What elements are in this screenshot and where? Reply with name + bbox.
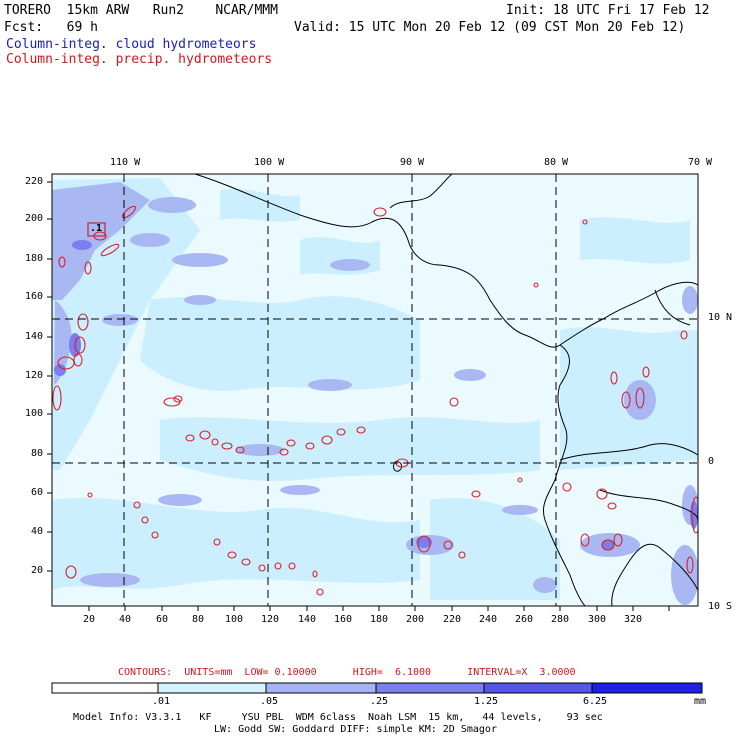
lat-label-0: 0 [708,456,715,467]
y-tick-label: 160 [25,291,44,302]
y-ticks [47,181,52,572]
lat-label-10s: 10 S [708,601,733,612]
model-info: Model Info: V3.3.1 KF YSU PBL WDM 6class… [73,712,603,723]
x-tick-label: 80 [192,614,205,625]
colorbar-unit: mm [694,696,707,707]
physics-info: LW: Godd SW: Goddard DIFF: simple KM: 2D… [214,724,497,735]
box-label: .1 [90,223,103,234]
y-tick-label: 20 [31,565,44,576]
y-tick-label: 80 [31,448,44,459]
x-tick-label: 320 [624,614,643,625]
colorbar-tick: 6.25 [583,696,608,707]
x-tick-label: 180 [370,614,389,625]
colorbar-tick: .05 [260,696,279,707]
x-tick-label: 200 [406,614,425,625]
y-tick-label: 100 [25,408,44,419]
x-tick-label: 260 [515,614,534,625]
y-tick-label: 140 [25,331,44,342]
lon-label-110w: 110 W [110,157,141,168]
colorbar-tick: .01 [152,696,171,707]
y-tick-label: 120 [25,370,44,381]
y-tick-label: 60 [31,487,44,498]
x-tick-label: 300 [588,614,607,625]
lat-label-10n: 10 N [708,312,733,323]
x-tick-label: 240 [479,614,498,625]
x-tick-label: 40 [119,614,132,625]
contour-info: CONTOURS: UNITS=mm LOW= 0.10000 HIGH= 6.… [118,667,576,678]
init-time: Init: 18 UTC Fri 17 Feb 12 [506,3,710,18]
legend-cloud: Column-integ. cloud hydrometeors [6,37,257,52]
colorbar-tick: 1.25 [474,696,499,707]
cloud-field [52,174,698,606]
model-title: TORERO 15km ARW Run2 NCAR/MMM [4,3,278,18]
x-tick-label: 220 [443,614,462,625]
y-tick-label: 200 [25,213,44,224]
lon-label-90w: 90 W [400,157,425,168]
colorbar-tick: .25 [370,696,389,707]
x-tick-label: 20 [83,614,96,625]
lon-label-80w: 80 W [544,157,569,168]
lon-label-100w: 100 W [254,157,285,168]
legend-precip: Column-integ. precip. hydrometeors [6,52,273,67]
x-ticks [88,606,670,611]
x-tick-label: 100 [225,614,244,625]
y-tick-label: 40 [31,526,44,537]
x-tick-label: 140 [298,614,317,625]
colorbar [51,682,703,694]
x-tick-label: 280 [551,614,570,625]
forecast-hour: Fcst: 69 h [4,20,98,35]
x-tick-label: 160 [334,614,353,625]
x-tick-label: 120 [261,614,280,625]
valid-time: Valid: 15 UTC Mon 20 Feb 12 (09 CST Mon … [294,20,686,35]
y-tick-label: 220 [25,176,44,187]
lon-label-70w: 70 W [688,157,713,168]
x-tick-label: 60 [156,614,169,625]
y-tick-label: 180 [25,253,44,264]
